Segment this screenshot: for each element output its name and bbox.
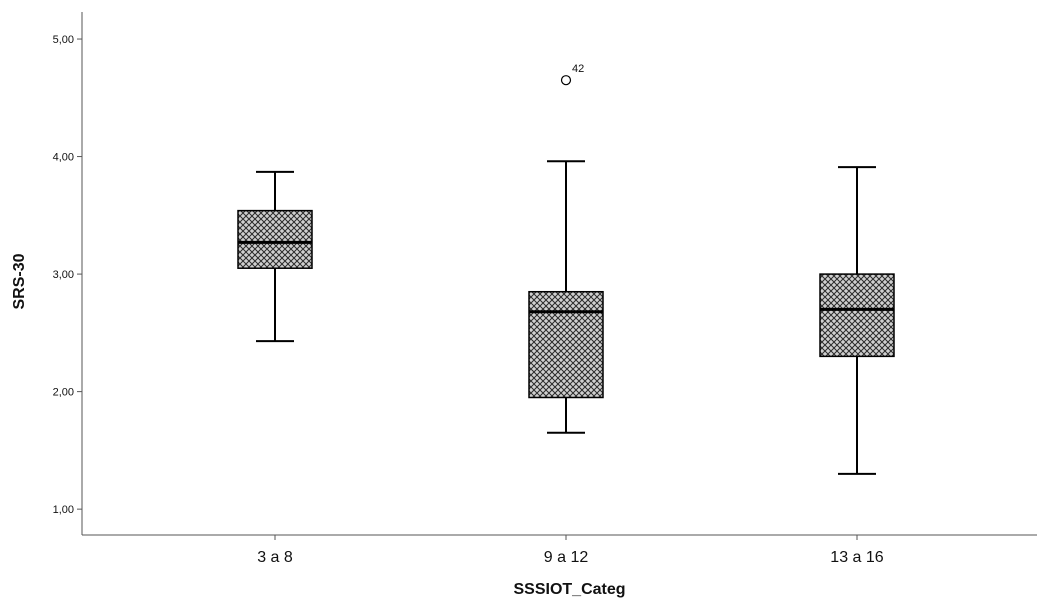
y-tick-label: 5,00 (53, 34, 74, 46)
y-tick-label: 1,00 (53, 504, 74, 516)
axes-layer (77, 12, 1037, 540)
y-axis-title: SRS-30 (11, 253, 28, 309)
y-tick-label: 2,00 (53, 387, 74, 399)
x-tick-label: 9 a 12 (544, 549, 589, 566)
x-axis-title: SSSIOT_Categ (513, 581, 625, 598)
outlier-point (560, 75, 572, 86)
y-tick-label: 4,00 (53, 152, 74, 164)
box-iqr (819, 273, 895, 358)
x-tick-label: 13 a 16 (830, 549, 883, 566)
box-iqr (528, 290, 604, 399)
x-tick-label: 3 a 8 (257, 549, 293, 566)
labels-layer: 1,00 2,00 3,00 4,00 5,00 3 a 8 42 9 a 12 13 a 16… (11, 34, 884, 598)
outlier-label: 42 (572, 63, 584, 75)
y-tick-label: 3,00 (53, 269, 74, 281)
marks-layer (237, 75, 895, 475)
box-iqr (237, 209, 313, 269)
